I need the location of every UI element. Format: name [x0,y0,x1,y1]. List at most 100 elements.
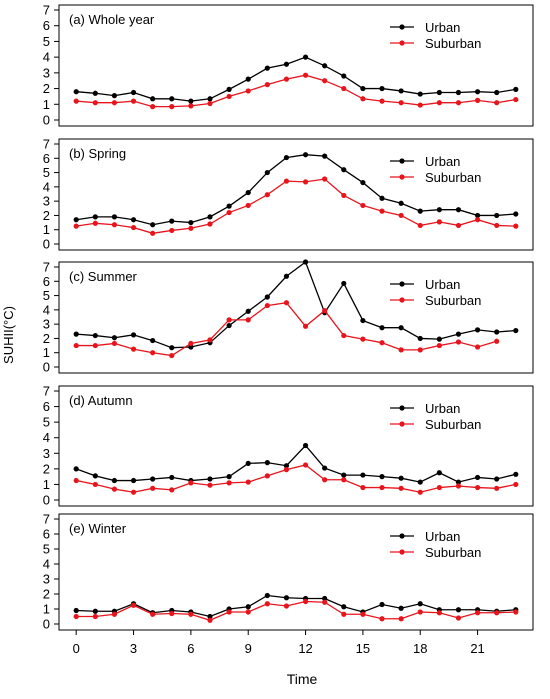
suburban-series-point [436,100,442,106]
urban-series-point [379,601,385,608]
urban-series-line [76,260,516,349]
suburban-series-point [455,615,462,621]
urban-series-point [111,93,118,99]
suburban-series-point [226,480,232,486]
urban-series-point [264,169,270,176]
suburban-series-point [283,603,290,609]
suburban-series-point [264,473,270,479]
suburban-series-point [360,336,366,342]
urban-series-point [302,152,309,158]
y-tick-label: 7 [43,137,50,152]
suburban-series-point [207,100,213,107]
suburban-series-point [111,222,118,228]
urban-series-line [76,56,516,102]
y-tick-label: 4 [43,50,50,65]
suburban-series-line [76,302,497,357]
y-tick-label: 6 [43,151,50,166]
suburban-series-point [111,340,118,347]
legend-marker [399,281,405,287]
urban-series-point [130,332,137,338]
y-tick-label: 5 [43,288,50,303]
urban-series-point [379,325,385,331]
suburban-series-point [283,467,290,473]
suburban-series-point [417,609,423,615]
legend-label-urban: Urban [425,529,460,544]
suburban-series-point [417,347,423,353]
suburban-series-point [188,340,194,347]
suburban-series-point [379,208,385,214]
suburban-series-line [76,600,516,621]
urban-series-point [245,460,251,467]
urban-series-point [188,98,194,104]
suburban-series-point [417,489,423,495]
urban-series-point [264,460,270,466]
urban-series-point [169,474,175,481]
suburban-series-point [245,88,251,94]
urban-series-point [436,207,442,213]
suburban-series-point [417,222,423,229]
panel-title: (b) Spring [69,146,126,161]
urban-series-point [130,217,137,223]
urban-series-point [150,96,156,102]
urban-series-point [226,322,232,329]
x-tick-label: 0 [73,641,80,656]
urban-series-point [379,195,385,201]
suburban-series-point [322,599,328,605]
y-tick-label: 6 [43,274,50,289]
suburban-series-point [494,222,500,229]
y-tick-label: 0 [43,493,50,508]
urban-series-point [73,607,79,614]
suburban-series-line [76,178,516,234]
urban-series-point [455,479,462,485]
y-tick-label: 7 [43,384,50,399]
urban-series-point [245,308,251,314]
suburban-series-point [245,609,251,615]
suburban-series-point [379,616,385,622]
suburban-series-point [360,484,366,491]
urban-series-point [226,86,232,92]
urban-series-point [455,607,462,613]
y-axis-label: SUHII(°C) [1,306,16,364]
suburban-series-point [73,342,79,349]
x-tick-label: 9 [245,641,252,656]
urban-series-point [150,337,156,344]
suburban-series-point [73,613,79,620]
suburban-series-point [188,225,194,231]
urban-series-point [322,465,328,471]
y-tick-label: 3 [43,317,50,332]
urban-series-point [360,179,366,186]
suburban-series-point [379,340,385,346]
urban-series-point [245,189,251,196]
y-tick-label: 5 [43,165,50,180]
y-tick-label: 2 [43,81,50,96]
urban-series-point [341,167,347,173]
urban-series-point [111,335,118,341]
urban-series-point [513,86,519,92]
suburban-series-point [494,100,500,106]
suburban-series-point [130,98,137,104]
urban-series-point [92,332,98,339]
suburban-series-point [494,338,500,344]
suburban-series-point [302,462,309,468]
y-tick-label: 1 [43,345,50,360]
suburban-series-point [513,223,519,229]
y-tick-label: 2 [43,587,50,602]
urban-series-point [455,331,462,337]
urban-series-point [130,89,137,96]
legend-label-urban: Urban [425,154,460,169]
legend-label-urban: Urban [425,277,460,292]
suburban-series-point [130,224,137,231]
suburban-series-point [169,487,175,493]
suburban-series-point [474,97,481,103]
y-tick-label: 6 [43,399,50,414]
suburban-series-point [150,485,156,491]
y-tick-label: 6 [43,527,50,542]
urban-series-point [341,73,347,79]
urban-series-point [283,595,290,601]
urban-series-point [92,473,98,479]
legend-label-suburban: Suburban [425,417,481,432]
urban-series-point [73,331,79,337]
urban-series-point [264,592,270,599]
